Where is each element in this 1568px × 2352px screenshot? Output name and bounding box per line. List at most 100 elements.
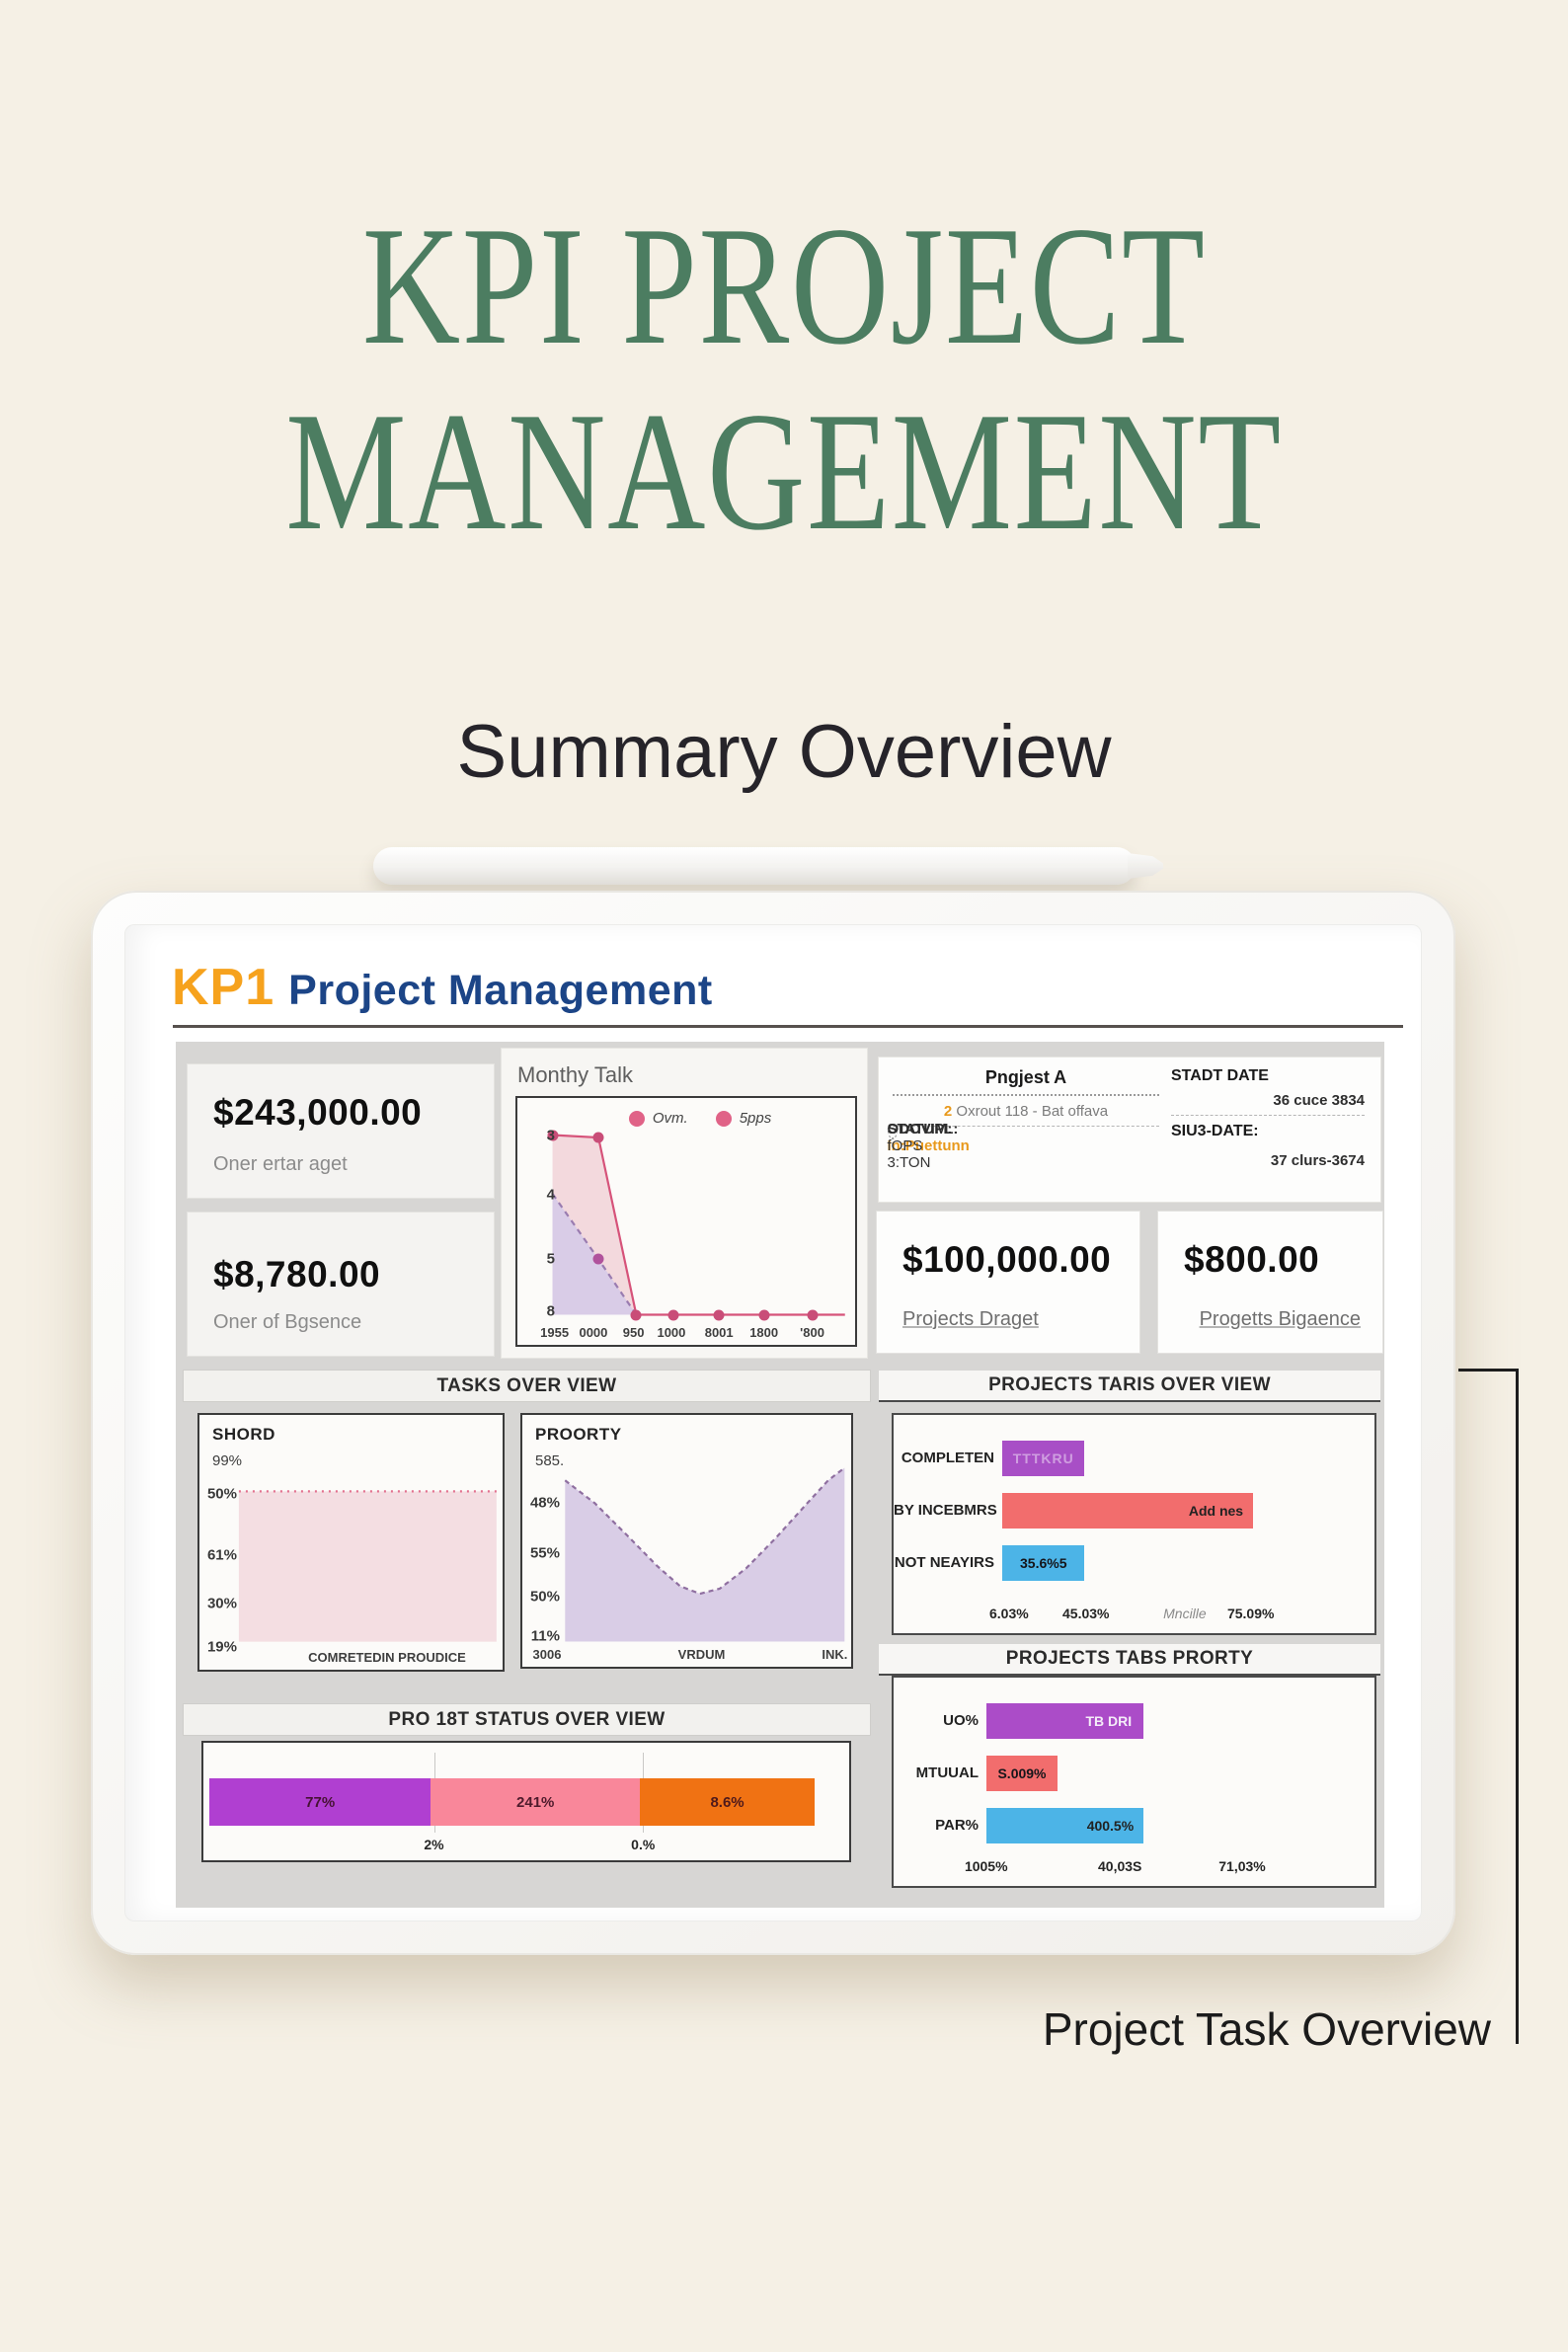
- x-tick-label: Mncille: [1163, 1606, 1207, 1621]
- y-tick-label: 5: [546, 1250, 555, 1267]
- x-axis-ticks: 1005% 40,03S 71,03%: [965, 1858, 1361, 1878]
- y-tick-label: 4: [546, 1186, 555, 1203]
- legend-dot-icon: [715, 1110, 732, 1127]
- x-tick-label: 40,03S: [1098, 1858, 1142, 1874]
- x-tick-label: '800: [800, 1325, 824, 1340]
- y-tick-label: 11%: [530, 1627, 560, 1645]
- kpi-card-value: $100,000.00: [902, 1239, 1112, 1280]
- proorty-subtitle: 585.: [535, 1452, 565, 1469]
- proorty-chart: 48% 55% 50% 11% 3006 VRDUM INK. PROORTY 585.: [520, 1413, 853, 1669]
- bar-value-label: 35.6%5: [1020, 1555, 1067, 1571]
- bar-by-incebmrs: Add nes: [1002, 1493, 1254, 1529]
- bar-row: BY INCEBMRS Add nes: [894, 1493, 1374, 1529]
- shord-subtitle: 99%: [212, 1452, 243, 1469]
- start-date-value: 36 cuce 3834: [1171, 1085, 1365, 1116]
- bar-track: TTTKRU: [1002, 1441, 1361, 1476]
- projects-tasks-header: PROJECTS TARIS OVER VIEW: [879, 1371, 1380, 1402]
- y-tick-label: 50%: [529, 1588, 560, 1606]
- bar-row: PAR% 400.5%: [894, 1808, 1374, 1843]
- kpi-card-expense: $8,780.00 Oner of Bgsence: [188, 1213, 494, 1356]
- stacked-segment: 241%: [431, 1778, 641, 1826]
- project-code-number: 2: [943, 1103, 953, 1120]
- x-axis-ticks: 6.03% 45.03% Mncille 75.09%: [989, 1606, 1361, 1625]
- page-title-line1: KPI PROJECT: [361, 193, 1207, 380]
- bar-value-label: TB DRI: [1085, 1713, 1133, 1729]
- boundary-label: 2%: [424, 1837, 444, 1852]
- x-tick-label: 950: [622, 1325, 645, 1340]
- project-name: Pngjest A: [893, 1067, 1159, 1096]
- y-tick-label: 61%: [206, 1546, 237, 1564]
- stacked-segment: 77%: [209, 1778, 431, 1826]
- start-date-label: STADT DATE: [1171, 1067, 1269, 1084]
- tasks-overview-header: TASKS OVER VIEW: [183, 1370, 871, 1402]
- project-code-text: Oxrout 118 - Bat offava: [956, 1103, 1109, 1120]
- brand-logo: KP1: [172, 959, 275, 1016]
- data-point-dot: [667, 1309, 679, 1320]
- stacked-segment: 8.6%: [640, 1778, 816, 1826]
- page-subtitle: Summary Overview: [456, 710, 1112, 794]
- project-info-card: Pngjest A 2 Oxrout 118 - Bat offava STAT…: [879, 1058, 1380, 1202]
- stylus: [373, 847, 1136, 885]
- y-tick-label: 55%: [529, 1544, 560, 1562]
- bar-uo-: TB DRI: [986, 1703, 1144, 1739]
- data-point-dot: [547, 1130, 559, 1140]
- data-point-dot: [807, 1309, 819, 1320]
- tablet-screen: KP1 Project Management $243,000.00 Oner e…: [124, 924, 1422, 1921]
- status-label: STATUPL:: [887, 1121, 959, 1137]
- status-stacked-chart: 77% 241% 8.6% 2% 0.%: [201, 1741, 851, 1862]
- data-point-dot: [713, 1309, 725, 1320]
- proorty-plot: [522, 1415, 851, 1642]
- y-tick-label: 19%: [206, 1638, 237, 1656]
- data-point-dot: [758, 1309, 770, 1320]
- x-tick-label: 45.03%: [1062, 1606, 1110, 1621]
- bar-value-label: 400.5%: [1086, 1818, 1135, 1834]
- chart-legend: Ovm. 5pps: [628, 1110, 771, 1127]
- end-date-value: 37 clurs-3674: [1270, 1152, 1365, 1169]
- project-code-row: 2 Oxrout 118 - Bat offava: [893, 1096, 1159, 1127]
- data-point-dot: [592, 1132, 604, 1143]
- kpi-card-value: $800.00: [1184, 1239, 1320, 1280]
- bar-mtuual: S.009%: [986, 1756, 1058, 1791]
- x-tick-label: 6.03%: [988, 1606, 1029, 1621]
- bar-row: NOT NEAYIRS 35.6%5: [894, 1545, 1374, 1581]
- end-date-label: SIU3-DATE:: [1171, 1123, 1259, 1139]
- monthly-talk-chart: 3 4 5 8 1955 0000 950 1000 8001 1800 '800 Ovm. 5pps: [515, 1096, 857, 1347]
- y-tick-label: 50%: [206, 1485, 237, 1503]
- project-info-right: STADT DATE 36 cuce 3834 SIU3-DATE: 37 cl…: [1171, 1067, 1365, 1169]
- x-tick-label: VRDUM: [677, 1647, 726, 1662]
- kpi-card-value: $8,780.00: [213, 1254, 381, 1294]
- y-tick-label: 48%: [529, 1494, 560, 1512]
- monthly-talk-title: Monthy Talk: [517, 1062, 633, 1087]
- page-title: KPI PROJECT MANAGEMENT: [0, 194, 1568, 565]
- bar-row-label: MTUUAL: [915, 1764, 979, 1781]
- bar-row-label: COMPLETEN: [901, 1450, 994, 1466]
- kpi-card-target: $243,000.00 Oner ertar aget: [188, 1064, 494, 1198]
- kpi-card-balance: $800.00 Progetts Bigaence: [1158, 1212, 1382, 1353]
- legend-item: 5pps: [715, 1110, 771, 1127]
- bar-row-label: PAR%: [935, 1817, 979, 1834]
- stacked-bar: 77% 241% 8.6%: [209, 1778, 833, 1826]
- dashboard-header: KP1 Project Management: [172, 958, 713, 1017]
- bar-not-neayirs: 35.6%5: [1002, 1545, 1085, 1581]
- x-tick-label: 1000: [657, 1325, 686, 1340]
- projects-priority-chart: UO% TB DRI MTUUAL S.009% PAR% 400.5% 1005% 40,0…: [892, 1676, 1376, 1888]
- bar-row: COMPLETEN TTTKRU: [894, 1441, 1374, 1476]
- bar-track: 35.6%5: [1002, 1545, 1361, 1581]
- monthly_talk-plot: [517, 1098, 855, 1345]
- x-tick-label: 3006: [532, 1647, 562, 1662]
- x-tick-label: 1955: [540, 1325, 570, 1340]
- projects-priority-header: PROJECTS TABS PRORTY: [879, 1644, 1380, 1676]
- bar-track: Add nes: [1002, 1493, 1361, 1529]
- page-title-line2: MANAGEMENT: [285, 378, 1283, 566]
- y-tick-label: 30%: [206, 1595, 237, 1612]
- boundary-label: 0.%: [631, 1837, 656, 1852]
- dashboard-title: Project Management: [288, 967, 713, 1014]
- project-owner-row: ODOVIM: fOPS 3:TON: [887, 1114, 952, 1171]
- dashboard-content: $243,000.00 Oner ertar aget $8,780.00 On…: [176, 1042, 1384, 1908]
- bar-value-label: Add nes: [1188, 1503, 1244, 1519]
- shord-title: SHORD: [212, 1425, 275, 1444]
- x-tick-label: 71,03%: [1218, 1858, 1266, 1874]
- data-point-dot: [630, 1309, 642, 1320]
- bar-par-: 400.5%: [986, 1808, 1144, 1843]
- bar-track: S.009%: [986, 1756, 1361, 1791]
